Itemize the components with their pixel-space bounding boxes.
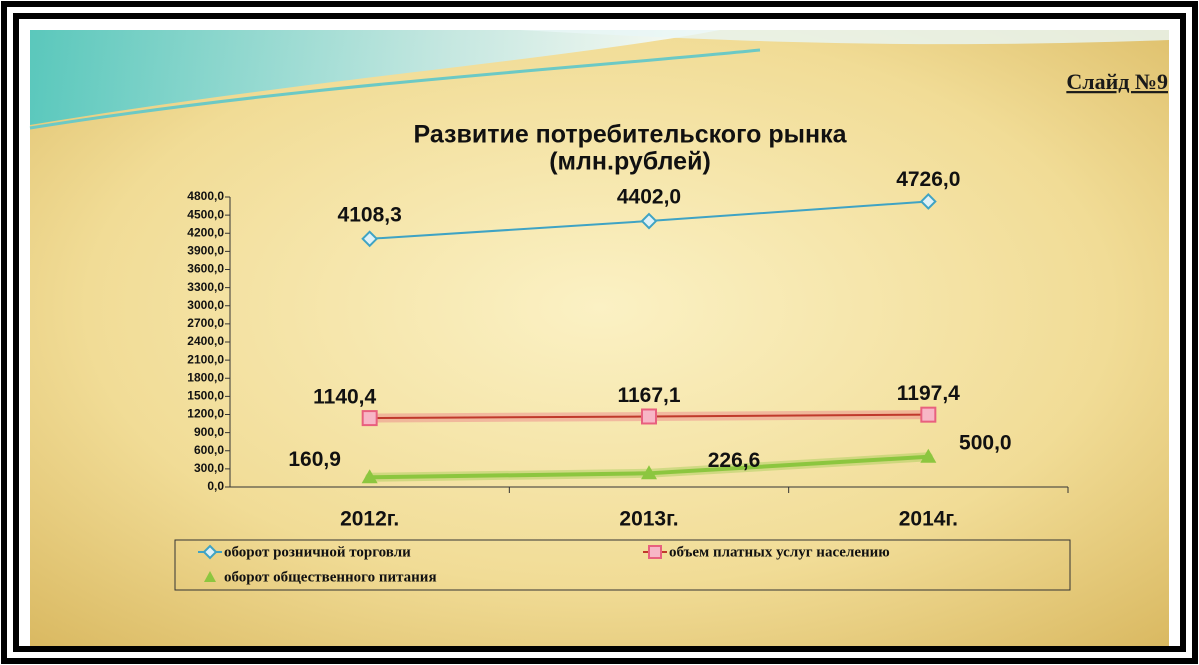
chart-title: (млн.рублей) (549, 148, 711, 176)
slide-background (30, 30, 1169, 646)
legend-marker (648, 545, 662, 559)
data-label: 500,0 (959, 431, 1012, 454)
data-label: 160,9 (288, 448, 341, 471)
y-tick-label: 3900,0 (187, 244, 224, 258)
data-label: 4108,3 (338, 203, 402, 226)
y-tick-label: 1500,0 (187, 389, 224, 403)
y-tick-label: 4200,0 (187, 225, 224, 239)
data-label: 226,6 (708, 449, 761, 472)
y-tick-label: 3000,0 (187, 298, 224, 312)
chart-title: Развитие потребительского рынка (413, 121, 847, 149)
legend-marker (202, 544, 218, 560)
data-label: 1140,4 (313, 386, 376, 409)
y-tick-label: 900,0 (194, 425, 224, 439)
point (640, 212, 658, 230)
y-tick-label: 1200,0 (187, 407, 224, 421)
legend-marker (204, 571, 216, 582)
decor-wave (30, 30, 720, 125)
y-tick-label: 2400,0 (187, 334, 224, 348)
data-label: 4726,0 (896, 168, 960, 191)
point (361, 469, 378, 484)
y-tick-label: 4500,0 (187, 207, 224, 221)
legend-label: объем платных услуг населению (669, 544, 890, 560)
x-tick-label: 2014г. (899, 508, 958, 531)
point (641, 408, 657, 425)
point (641, 465, 657, 480)
data-label: 1197,4 (897, 382, 960, 405)
legend-label: оборот розничной торговли (224, 544, 411, 560)
y-tick-label: 2700,0 (187, 316, 224, 330)
y-tick-label: 3300,0 (187, 280, 224, 294)
y-tick-label: 2100,0 (187, 352, 224, 366)
legend-box (174, 539, 1071, 591)
point (920, 406, 937, 423)
y-tick-label: 3600,0 (187, 262, 224, 276)
y-tick-label: 300,0 (194, 461, 224, 475)
y-tick-label: 4800,0 (187, 189, 224, 203)
decor-line (29, 48, 761, 130)
y-tick-label: 0,0 (207, 479, 224, 493)
point (361, 230, 379, 248)
legend-label: оборот общественного питания (224, 569, 437, 585)
decor-wave (520, 30, 1169, 45)
slide-label: Слайд №9 (1066, 69, 1168, 94)
point (920, 448, 937, 463)
x-tick-label: 2013г. (619, 508, 678, 531)
data-label: 4402,0 (617, 186, 681, 209)
y-tick-label: 1800,0 (187, 370, 224, 384)
data-label: 1167,1 (617, 384, 680, 407)
y-tick-label: 600,0 (194, 443, 224, 457)
point (361, 410, 378, 427)
x-tick-label: 2012г. (340, 508, 399, 531)
inner-border (13, 13, 1186, 652)
point (919, 193, 937, 210)
